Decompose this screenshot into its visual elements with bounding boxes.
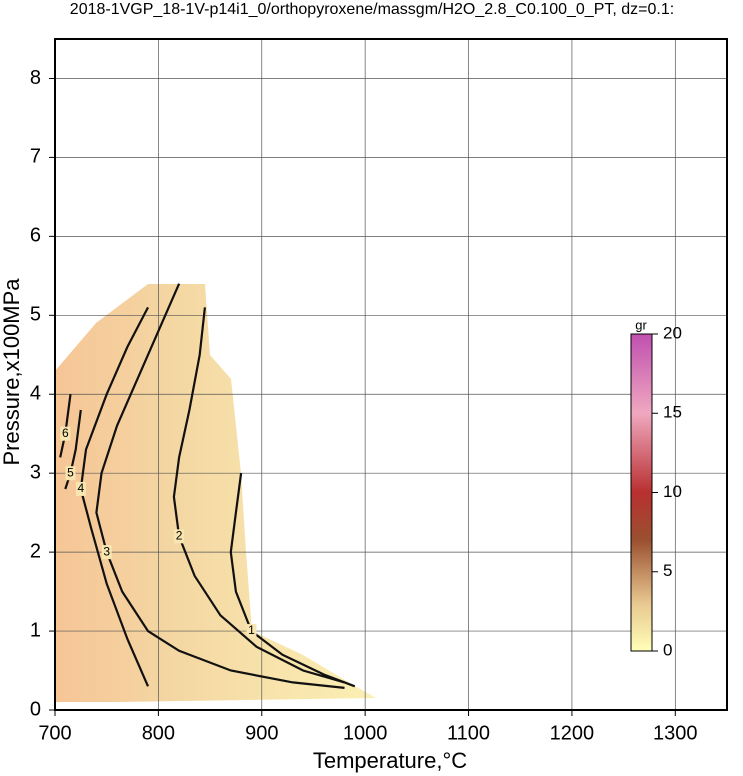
x-tick-label: 700 [38,722,71,744]
y-tick-label: 5 [30,304,41,326]
colorbar-tick-label: 5 [663,561,672,580]
colorbar-tick-label: 10 [663,482,682,501]
contour-label-bg [65,466,76,481]
colorbar-tick-label: 20 [663,323,682,342]
contour-label-bg [246,624,257,639]
y-tick-label: 6 [30,225,41,247]
contour-line [64,409,82,490]
contour-label-bg [60,426,71,441]
y-axis-label: Pressure,x100MPa [0,278,24,466]
colorbar [630,333,653,652]
colorbar-tick-label: 15 [663,403,682,422]
contour-label: 1 [248,623,255,637]
contour-label: 4 [78,481,85,495]
y-tick-label: 7 [30,146,41,168]
y-tick-label: 2 [30,540,41,562]
colorbar-tick-label: 0 [663,640,672,659]
y-tick-label: 8 [30,67,41,89]
chart-title: 2018-1VGP_18-1V-p14i1_0/orthopyroxene/ma… [70,1,674,18]
contour-label-bg [75,481,86,496]
contour-label: 5 [67,465,74,479]
y-tick-label: 4 [30,383,41,405]
y-tick-label: 1 [30,619,41,641]
x-tick-label: 1200 [550,722,595,744]
plot-frame [54,38,728,711]
contour-label: 6 [62,426,69,440]
colorbar-label: gr [635,317,647,332]
contour-line [229,473,356,688]
x-tick-label: 900 [245,722,278,744]
x-tick-label: 800 [142,722,175,744]
contour-label-bg [174,529,185,544]
x-axis-label: Temperature,°C [313,748,467,773]
x-tick-label: 1300 [653,722,698,744]
y-tick-label: 0 [30,698,41,720]
data-region [55,284,376,702]
contour-label: 2 [176,529,183,543]
contour-label-bg [101,545,112,560]
x-tick-label: 1000 [343,722,388,744]
y-tick-label: 3 [30,461,41,483]
x-tick-label: 1100 [447,722,490,744]
contour-label: 3 [103,544,110,558]
